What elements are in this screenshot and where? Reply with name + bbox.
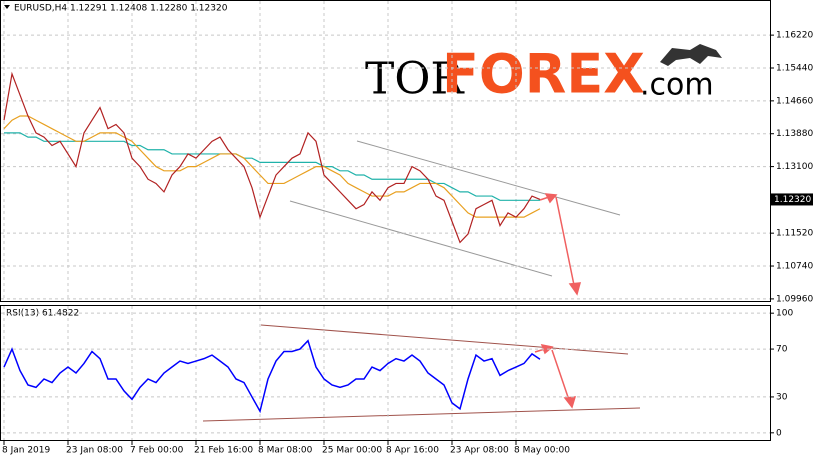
y-tick-label: 100 (776, 309, 793, 319)
x-tick-label: 7 Feb 00:00 (130, 446, 184, 456)
y-tick-label: 1.15440 (776, 63, 813, 73)
series-line (4, 132, 540, 201)
series-line (3, 115, 541, 218)
series-line (3, 339, 541, 414)
x-tick-label: 25 Mar 00:00 (322, 446, 382, 456)
y-tick-label: 0 (776, 428, 782, 438)
y-tick-label: 1.16220 (776, 31, 813, 41)
y-tick-label: 70 (776, 345, 788, 355)
chart-title: EURUSD,H4 1.12291 1.12408 1.12280 1.1232… (14, 4, 228, 14)
price-tag: 1.12320 (774, 195, 811, 205)
y-tick-label: 30 (776, 392, 788, 402)
x-tick-label: 21 Feb 16:00 (194, 446, 253, 456)
y-tick-label: 1.11520 (776, 229, 813, 239)
rsi-panel (0, 305, 771, 441)
x-tick-label: 23 Jan 08:00 (66, 446, 123, 456)
price-tag-box (771, 193, 813, 206)
y-tick-label: 1.13880 (776, 129, 813, 139)
y-tick-label: 1.14660 (776, 96, 813, 106)
logo-forex: FOREX (442, 43, 645, 106)
x-tick-label: 8 May 00:00 (514, 446, 570, 456)
y-tick-label: 1.13100 (776, 162, 813, 172)
x-tick-label: 8 Apr 16:00 (386, 446, 439, 456)
x-tick-label: 8 Mar 08:00 (258, 446, 313, 456)
logo-com: .com (640, 68, 714, 103)
y-tick-label: 1.10740 (776, 262, 813, 272)
channel-top (356, 140, 621, 216)
x-tick-label: 23 Apr 08:00 (450, 446, 509, 456)
x-tick-label: 8 Jan 2019 (2, 446, 50, 456)
y-tick-label: 1.09960 (776, 294, 813, 304)
symbol-icon (4, 5, 10, 9)
main-panel (0, 0, 771, 302)
rsi-title: RSI(13) 61.4822 (6, 309, 79, 319)
series-line (3, 71, 541, 244)
logo-bull (660, 44, 722, 66)
logo-tor: TOR (365, 54, 465, 105)
channel-bottom (289, 200, 553, 277)
rsi-trend-bottom (202, 407, 641, 422)
